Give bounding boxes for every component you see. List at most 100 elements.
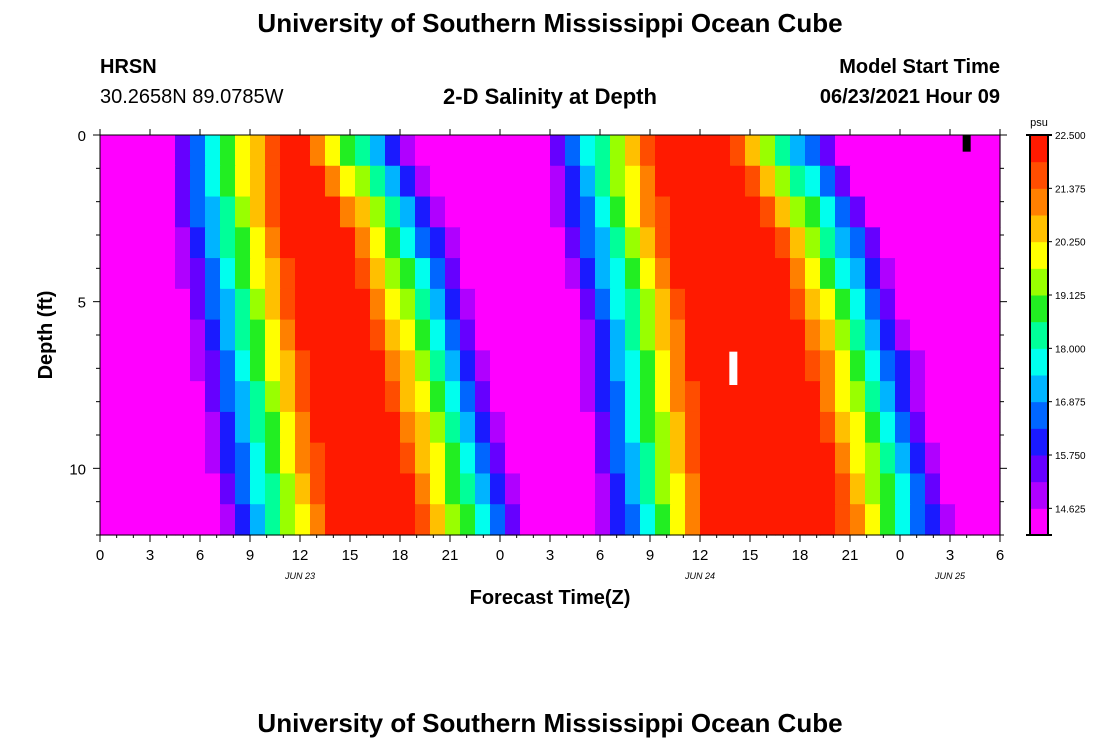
- heatmap-cell: [175, 258, 191, 290]
- heatmap-cell: [775, 381, 791, 413]
- heatmap-cell: [370, 442, 386, 475]
- heatmap-cell: [370, 411, 386, 444]
- heatmap-cell: [250, 411, 266, 444]
- heatmap-cell: [580, 288, 596, 321]
- heatmap-cell: [730, 227, 746, 259]
- heatmap-cell: [115, 350, 131, 382]
- heatmap-cell: [190, 227, 206, 259]
- heatmap-cell: [235, 135, 251, 167]
- heatmap-cell: [685, 504, 701, 536]
- heatmap-cell: [925, 442, 941, 475]
- heatmap-cell: [925, 473, 941, 505]
- heatmap-cell: [325, 442, 341, 475]
- heatmap-cell: [475, 227, 491, 259]
- x-tick-label: 9: [646, 547, 654, 564]
- heatmap-cell: [415, 258, 431, 290]
- heatmap-cell: [700, 442, 716, 475]
- heatmap-cell: [175, 288, 191, 321]
- heatmap-cell: [700, 135, 716, 167]
- heatmap-cell: [790, 258, 806, 290]
- heatmap-cell: [655, 350, 671, 382]
- heatmap-cell: [940, 288, 956, 321]
- heatmap-cell: [910, 227, 926, 259]
- heatmap-cell: [580, 411, 596, 444]
- heatmap-cell: [625, 381, 641, 413]
- heatmap-cell: [745, 411, 761, 444]
- heatmap-cell: [760, 319, 776, 351]
- heatmap-cell: [190, 442, 206, 475]
- heatmap-cell: [505, 504, 521, 536]
- heatmap-cell: [520, 165, 536, 198]
- heatmap-cell: [865, 350, 881, 382]
- heatmap-cell: [880, 227, 896, 259]
- heatmap-cell: [910, 381, 926, 413]
- heatmap-cell: [940, 381, 956, 413]
- heatmap-cell: [895, 227, 911, 259]
- heatmap-cell: [685, 135, 701, 167]
- heatmap-cell: [220, 411, 236, 444]
- heatmap-cell: [985, 350, 1001, 382]
- x-tick-label: 3: [946, 547, 954, 564]
- heatmap-cell: [490, 165, 506, 198]
- heatmap-cell: [235, 288, 251, 321]
- heatmap-cell: [505, 258, 521, 290]
- heatmap-cell: [940, 504, 956, 536]
- heatmap-cell: [115, 411, 131, 444]
- heatmap-cell: [400, 350, 416, 382]
- heatmap-cell: [535, 442, 551, 475]
- heatmap-cell: [325, 196, 341, 228]
- axes: 0 3 6 9 12 15 18 21 0 3 6 9 12 15 18 21 0 3 6 JUN 23 JUN 24 J…: [69, 128, 1007, 581]
- heatmap-cell: [295, 258, 311, 290]
- heatmap-cell: [460, 258, 476, 290]
- heatmap-cell: [295, 165, 311, 198]
- heatmap-cell: [145, 504, 161, 536]
- heatmap-cell: [100, 258, 116, 290]
- heatmap-cell: [175, 473, 191, 505]
- heatmap-cell: [985, 288, 1001, 321]
- heatmap-cell: [400, 258, 416, 290]
- heatmap-cell: [400, 319, 416, 351]
- heatmap-cell: [415, 381, 431, 413]
- heatmap-cell: [610, 288, 626, 321]
- heatmap-cell: [325, 350, 341, 382]
- heatmap-cell: [100, 473, 116, 505]
- heatmap-cell: [865, 381, 881, 413]
- heatmap-cell: [460, 473, 476, 505]
- heatmap-cell: [715, 227, 731, 259]
- heatmap-cell: [745, 165, 761, 198]
- heatmap-cell: [640, 504, 656, 536]
- heatmap-cell: [640, 135, 656, 167]
- heatmap-cell: [895, 196, 911, 228]
- heatmap-cell: [190, 350, 206, 382]
- heatmap-cell: [235, 504, 251, 536]
- heatmap-cell: [865, 165, 881, 198]
- heatmap-cell: [490, 135, 506, 167]
- heatmap-cell: [730, 442, 746, 475]
- heatmap-cell: [115, 381, 131, 413]
- heatmap-cell: [160, 196, 176, 228]
- heatmap-cell: [280, 473, 296, 505]
- heatmap-cell: [145, 135, 161, 167]
- heatmap-cell: [190, 196, 206, 228]
- heatmap-cell: [610, 442, 626, 475]
- heatmap-cell: [925, 135, 941, 167]
- heatmap-cell: [985, 411, 1001, 444]
- heatmap-cell: [400, 196, 416, 228]
- heatmap-cell: [610, 165, 626, 198]
- heatmap-cell: [220, 258, 236, 290]
- heatmap-cell: [850, 442, 866, 475]
- heatmap-cell: [670, 504, 686, 536]
- heatmap-cell: [940, 135, 956, 167]
- heatmap-cell: [235, 442, 251, 475]
- heatmap-cell: [505, 381, 521, 413]
- heatmap-cell: [490, 381, 506, 413]
- heatmap-cell: [895, 411, 911, 444]
- heatmap-cell: [535, 165, 551, 198]
- colorbar-band: [1030, 481, 1048, 509]
- heatmap-cell: [490, 196, 506, 228]
- heatmap-cell: [970, 288, 986, 321]
- heatmap-cell: [835, 165, 851, 198]
- heatmap-cell: [745, 135, 761, 167]
- heatmap-cell: [970, 504, 986, 536]
- model-start-date: 06/23/2021 Hour 09: [819, 86, 1000, 108]
